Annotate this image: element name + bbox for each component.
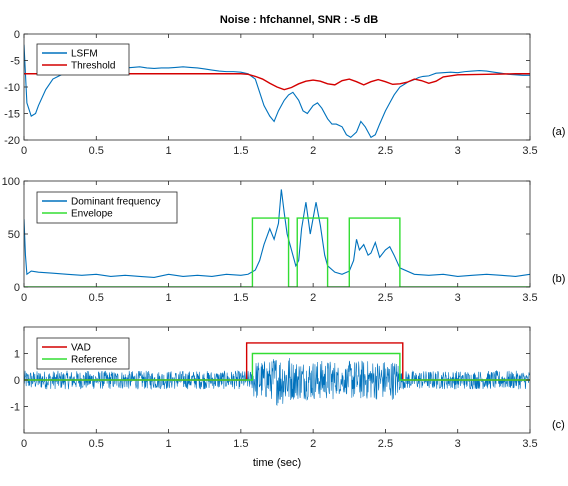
- legend-label: Envelope: [71, 209, 113, 220]
- panel-label: (b): [552, 273, 565, 285]
- x-tick-label: 0.5: [89, 292, 104, 304]
- x-tick-label: 3.5: [522, 438, 537, 450]
- signal-waveform: [24, 358, 530, 406]
- x-tick-label: 2.5: [378, 292, 393, 304]
- x-tick-label: 2: [310, 145, 316, 157]
- panel-b: 0 0.5 1 1.5 2 2.5 3 3.5 0 50 100 (b) Dominant freque…: [2, 176, 566, 304]
- legend-box: [36, 337, 130, 370]
- y-tick-label: 50: [8, 229, 20, 241]
- panel-a: 0 0.5 1 1.5 2 2.5 3 3.5 -20 -15 -10 -5 0 (a) LSFMThres…: [4, 29, 565, 157]
- plot-area: [24, 189, 530, 287]
- legend-box: [36, 191, 178, 224]
- x-tick-label: 2.5: [378, 145, 393, 157]
- panel-c: 0 0.5 1 1.5 2 2.5 3 3.5 -1 0 1 (c) time (sec) VADRefe…: [10, 326, 565, 469]
- legend-label: Reference: [71, 355, 118, 366]
- x-axis-label: time (sec): [253, 457, 301, 469]
- legend-label: VAD: [71, 343, 91, 354]
- y-tick-label: -1: [10, 402, 20, 414]
- y-tick-label: -20: [4, 135, 20, 147]
- x-tick-label: 3: [455, 438, 461, 450]
- x-tick-label: 3.5: [522, 145, 537, 157]
- x-tick-label: 0.5: [89, 438, 104, 450]
- x-tick-label: 1.5: [233, 292, 248, 304]
- plot-area: [24, 342, 530, 406]
- figure-title: Noise : hfchannel, SNR : -5 dB: [220, 14, 378, 26]
- x-tick-label: 0: [21, 145, 27, 157]
- x-tick-label: 2: [310, 438, 316, 450]
- x-tick-label: 1: [166, 438, 172, 450]
- x-tick-label: 1: [166, 292, 172, 304]
- x-tick-label: 2: [310, 292, 316, 304]
- x-tick-label: 0.5: [89, 145, 104, 157]
- x-tick-label: 0: [21, 292, 27, 304]
- x-tick-label: 3: [455, 145, 461, 157]
- series-line-threshold: [24, 73, 530, 91]
- x-tick-label: 0: [21, 438, 27, 450]
- x-tick-label: 1.5: [233, 438, 248, 450]
- panel-label: (c): [552, 419, 565, 431]
- panel-label: (a): [552, 126, 565, 138]
- x-tick-label: 1: [166, 145, 172, 157]
- x-tick-label: 3.5: [522, 292, 537, 304]
- legend-label: Threshold: [71, 61, 115, 72]
- y-tick-label: 0: [14, 375, 20, 387]
- series-line-envelope: [24, 217, 530, 287]
- y-tick-label: 1: [14, 349, 20, 361]
- y-tick-label: -15: [4, 109, 20, 121]
- y-tick-label: -10: [4, 82, 20, 94]
- y-tick-label: 0: [14, 282, 20, 294]
- x-tick-label: 2.5: [378, 438, 393, 450]
- y-tick-label: 0: [14, 29, 20, 41]
- y-tick-label: 100: [2, 176, 20, 188]
- series-line-dominant-frequency: [24, 189, 530, 279]
- series-line-reference: [24, 352, 530, 381]
- legend-label: LSFM: [71, 49, 98, 60]
- x-tick-label: 3: [455, 292, 461, 304]
- y-tick-label: -5: [10, 56, 20, 68]
- legend-box: [36, 43, 130, 76]
- x-tick-label: 1.5: [233, 145, 248, 157]
- legend-label: Dominant frequency: [71, 197, 161, 208]
